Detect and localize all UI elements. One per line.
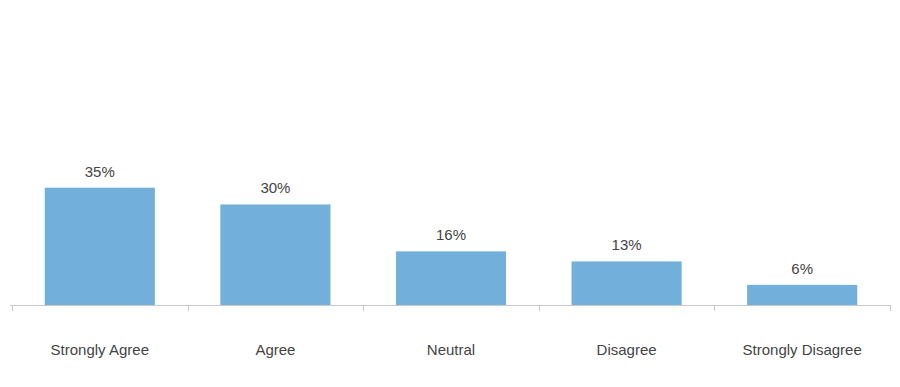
x-tick-label: Neutral (427, 341, 475, 358)
axis-separator (12, 305, 13, 311)
x-tick-label: Strongly Agree (51, 341, 149, 358)
chart: 35% 30% 16% 13% 6% Strongly Agree Agree Neutral… (0, 0, 900, 387)
axis-separator (714, 305, 715, 311)
data-label: 16% (436, 226, 466, 243)
data-label: 13% (612, 236, 642, 253)
x-axis-line (10, 305, 890, 306)
data-label: 6% (791, 260, 813, 277)
x-tick-label: Strongly Disagree (743, 341, 862, 358)
data-label: 35% (85, 163, 115, 180)
x-tick-label: Disagree (597, 341, 657, 358)
x-tick-label: Agree (255, 341, 295, 358)
bar (396, 251, 506, 305)
axis-separator (539, 305, 540, 311)
bars (45, 188, 858, 305)
data-label: 30% (260, 179, 290, 196)
bar (220, 204, 330, 305)
axis-separator (890, 305, 891, 311)
axis-separator (363, 305, 364, 311)
bar (45, 188, 155, 305)
bar (572, 261, 682, 305)
bar (747, 285, 857, 305)
axis-separator (188, 305, 189, 311)
